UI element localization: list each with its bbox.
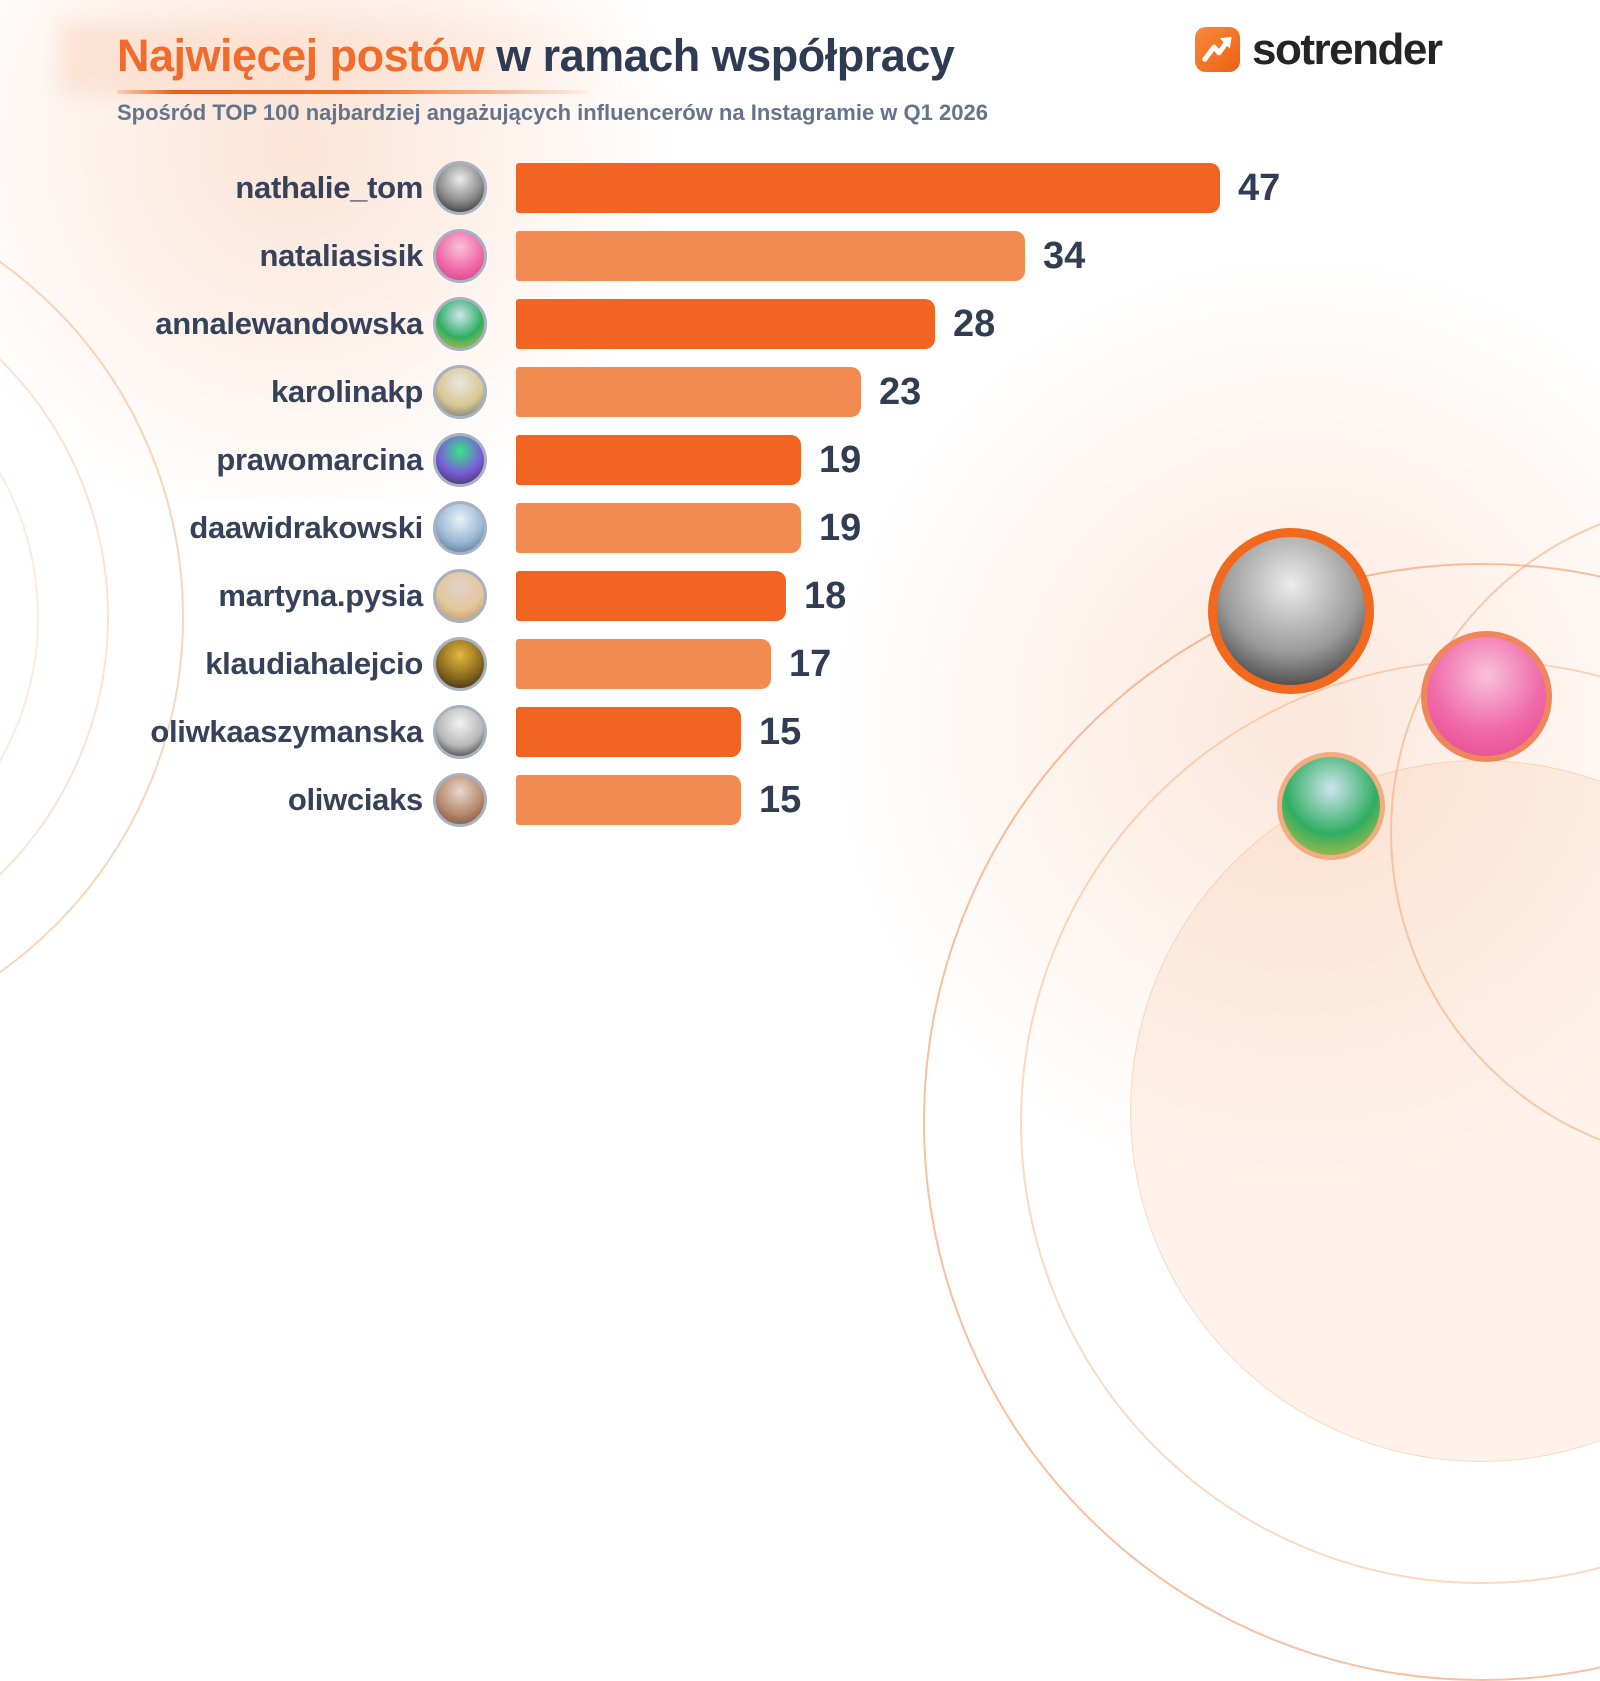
influencer-name: nataliasisik [259,238,423,273]
influencer-row: martyna.pysia 18 [0,569,1600,623]
bar-value: 23 [879,371,922,413]
bar [516,639,771,689]
page-title-rest: w ramach współpracy [484,30,955,81]
influencer-name: daawidrakowski [189,510,423,545]
nataliasisik-avatar [433,229,487,283]
nathalie_tom-avatar [433,161,487,215]
influencer-name: nathalie_tom [235,170,423,205]
influencer-row: nathalie_tom 47 [0,161,1600,215]
prawomarcina-avatar [433,433,487,487]
bar [516,571,786,621]
bar-value: 47 [1238,167,1281,209]
martyna.pysia-avatar [433,569,487,623]
oliwciaks-avatar [433,773,487,827]
bar-value: 15 [759,779,802,821]
bar [516,367,861,417]
influencer-name: karolinakp [270,374,423,409]
page-title-highlight: Najwięcej postów [117,30,485,81]
bar [516,707,741,757]
bar-value: 17 [789,643,832,685]
influencer-row: klaudiahalejcio 17 [0,637,1600,691]
karolinakp-avatar [433,365,487,419]
daawidrakowski-avatar [433,501,487,555]
influencer-name: oliwciaks [287,782,423,817]
bar-value: 15 [759,711,802,753]
influencer-row: nataliasisik 34 [0,229,1600,283]
decor-photo-annalewandowska [1277,752,1385,860]
logo-text: sotrender [1252,24,1443,74]
trend-arrow-icon [1194,26,1241,73]
decor-photo-nathalie_tom [1208,528,1374,694]
bar-value: 18 [804,575,847,617]
influencer-row: karolinakp 23 [0,365,1600,419]
influencer-name: martyna.pysia [218,578,423,613]
decor-arc [1130,760,1600,1462]
klaudiahalejcio-avatar [433,637,487,691]
bar-value: 34 [1043,235,1086,277]
annalewandowska-avatar [433,297,487,351]
influencer-row: prawomarcina 19 [0,433,1600,487]
title-underline [117,90,589,94]
oliwkaaszymanska-avatar [433,705,487,759]
decor-photo-nataliasisik [1421,631,1552,762]
influencer-row: oliwkaaszymanska 15 [0,705,1600,759]
bar [516,435,801,485]
bar [516,299,935,349]
influencer-row: daawidrakowski 19 [0,501,1600,555]
bar [516,503,801,553]
influencer-name: prawomarcina [216,442,423,477]
influencer-row: annalewandowska 28 [0,297,1600,351]
influencer-name: klaudiahalejcio [205,646,423,681]
bar [516,231,1025,281]
bar-value: 19 [819,507,862,549]
bar-value: 28 [953,303,996,345]
bar [516,163,1220,213]
page-title: Najwięcej postów w ramach współpracy [117,30,955,82]
influencer-name: oliwkaaszymanska [150,714,423,749]
influencer-row: oliwciaks 15 [0,773,1600,827]
page-subtitle: Spośród TOP 100 najbardziej angażujących… [117,100,988,125]
bar-value: 19 [819,439,862,481]
bar-chart: nathalie_tom 47 nataliasisik 34 annalewandow… [0,161,1600,843]
bar [516,775,741,825]
influencer-name: annalewandowska [155,306,423,341]
sotrender-logo: sotrender [1194,24,1443,74]
